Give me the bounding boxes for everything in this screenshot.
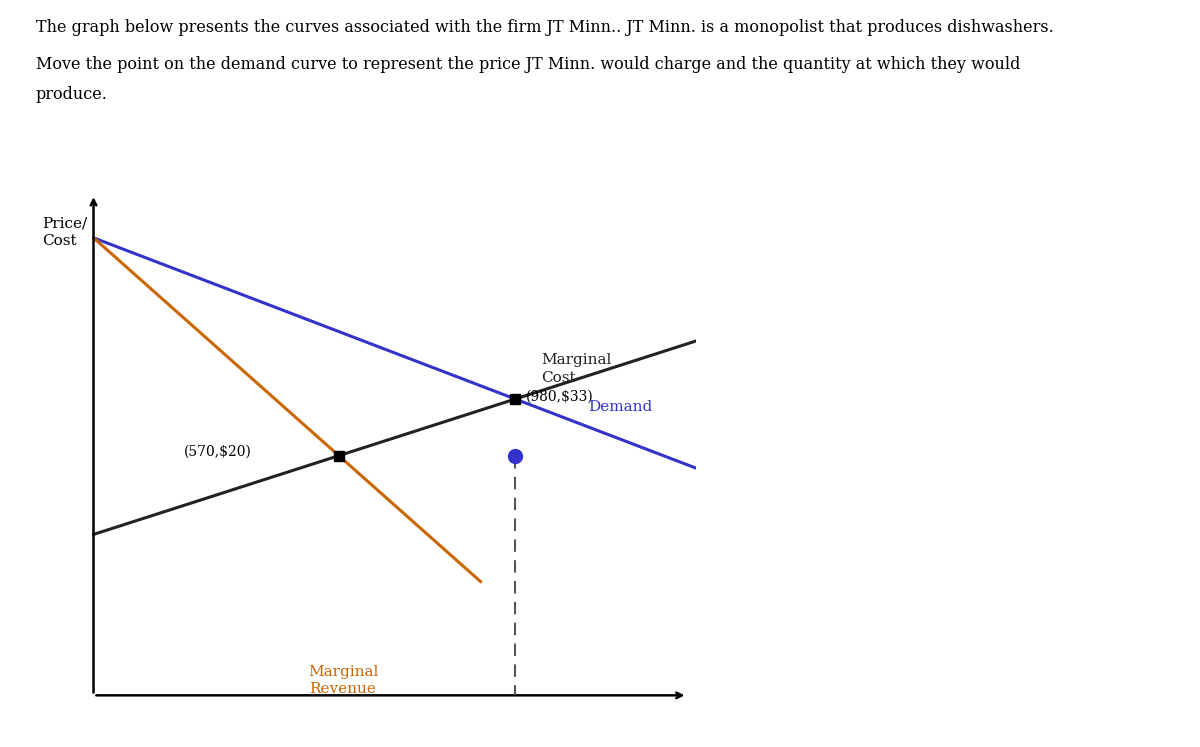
Text: (980,$33): (980,$33): [526, 390, 594, 404]
Text: Marginal
Cost: Marginal Cost: [541, 353, 612, 385]
Text: Marginal
Revenue: Marginal Revenue: [308, 665, 379, 696]
Text: Move the point on the demand curve to represent the price JT Minn. would charge : Move the point on the demand curve to re…: [36, 56, 1020, 73]
Text: produce.: produce.: [36, 86, 108, 103]
Text: Price/
Cost: Price/ Cost: [42, 216, 88, 249]
Text: Demand: Demand: [588, 400, 653, 414]
Text: (570,$20): (570,$20): [184, 444, 252, 459]
Text: The graph below presents the curves associated with the firm JT Minn.. JT Minn. : The graph below presents the curves asso…: [36, 19, 1054, 36]
